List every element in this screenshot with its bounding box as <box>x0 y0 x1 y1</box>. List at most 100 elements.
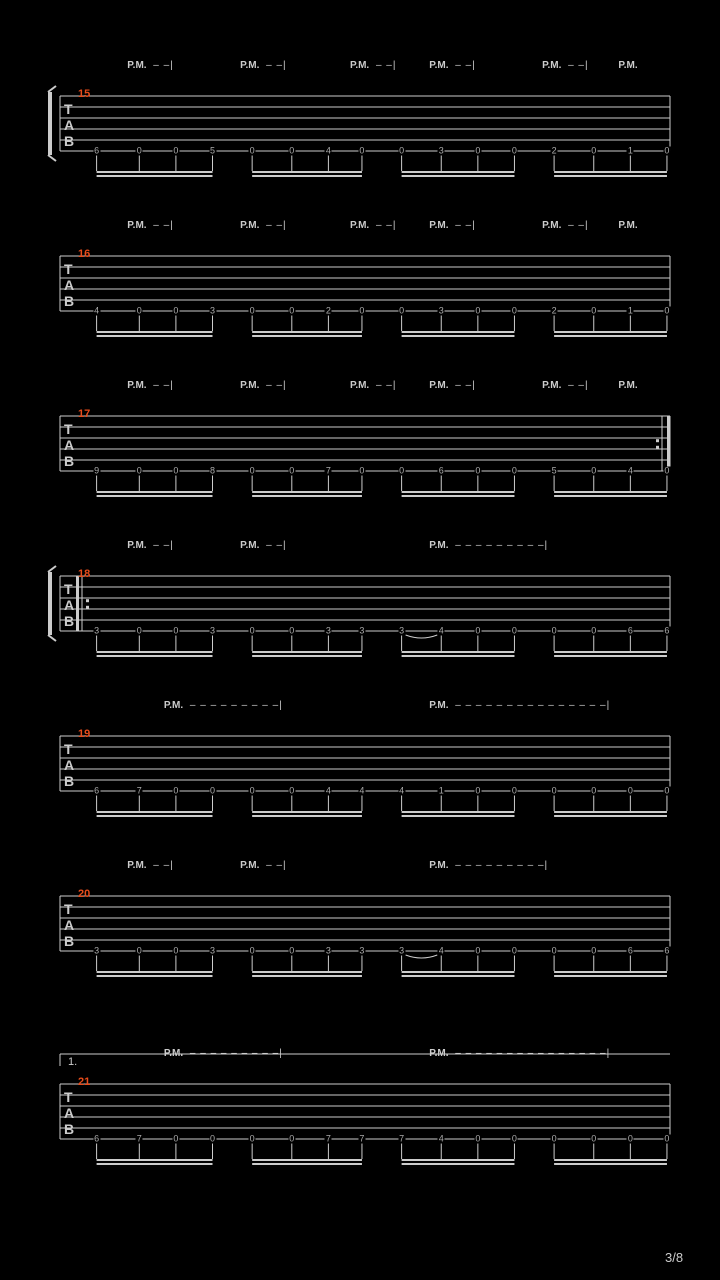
fret-number: 0 <box>590 1135 597 1144</box>
fret-number: 0 <box>511 147 518 156</box>
fret-number: 8 <box>209 467 216 476</box>
fret-number: 0 <box>172 627 179 636</box>
palm-mute-dash: – –| <box>153 860 174 871</box>
measure-number: 17 <box>78 408 90 420</box>
palm-mute-label: P.M. <box>164 1048 183 1059</box>
fret-number: 3 <box>325 627 332 636</box>
fret-number: 7 <box>136 1135 143 1144</box>
measure-number: 15 <box>78 88 90 100</box>
palm-mute-label: P.M. <box>127 380 146 391</box>
fret-number: 3 <box>358 627 365 636</box>
fret-number: 0 <box>249 787 256 796</box>
fret-number: 7 <box>325 467 332 476</box>
palm-mute-label: P.M. <box>240 220 259 231</box>
fret-number: 4 <box>93 307 100 316</box>
fret-number: 9 <box>93 467 100 476</box>
fret-number: 0 <box>136 947 143 956</box>
palm-mute-label: P.M. <box>350 220 369 231</box>
fret-number: 0 <box>209 1135 216 1144</box>
palm-mute-label: P.M. <box>127 860 146 871</box>
fret-number: 0 <box>474 787 481 796</box>
fret-number: 0 <box>288 467 295 476</box>
fret-number: 0 <box>209 787 216 796</box>
tab-clef-letter: B <box>64 614 74 628</box>
fret-number: 3 <box>209 627 216 636</box>
palm-mute-label: P.M. <box>164 700 183 711</box>
measure-number: 20 <box>78 888 90 900</box>
fret-number: 7 <box>325 1135 332 1144</box>
fret-number: 0 <box>511 947 518 956</box>
fret-number: 4 <box>398 787 405 796</box>
fret-number: 0 <box>172 1135 179 1144</box>
fret-number: 6 <box>438 467 445 476</box>
palm-mute-dash: – –| <box>568 380 589 391</box>
tab-page: TAB15P.M.– –|P.M.– –|P.M.– –|P.M.– –|P.M… <box>0 0 720 1280</box>
fret-number: 0 <box>172 787 179 796</box>
fret-number: 4 <box>438 627 445 636</box>
palm-mute-label: P.M. <box>240 540 259 551</box>
measure-number: 19 <box>78 728 90 740</box>
fret-number: 0 <box>249 307 256 316</box>
fret-number: 5 <box>551 467 558 476</box>
tab-clef-letter: T <box>64 1090 73 1104</box>
fret-number: 0 <box>288 787 295 796</box>
fret-number: 0 <box>590 947 597 956</box>
fret-number: 0 <box>288 627 295 636</box>
palm-mute-dash: – –| <box>376 60 397 71</box>
fret-number: 0 <box>249 1135 256 1144</box>
fret-number: 5 <box>209 147 216 156</box>
palm-mute-dash: – –| <box>266 60 287 71</box>
fret-number: 1 <box>627 307 634 316</box>
fret-number: 6 <box>663 947 670 956</box>
fret-number: 6 <box>663 627 670 636</box>
tab-clef-letter: B <box>64 934 74 948</box>
fret-number: 0 <box>136 147 143 156</box>
tab-clef-letter: B <box>64 134 74 148</box>
palm-mute-dash: – –| <box>568 220 589 231</box>
palm-mute-label: P.M. <box>429 700 448 711</box>
page-number: 3/8 <box>665 1250 683 1265</box>
palm-mute-dash: – – – – – – – – –| <box>455 860 548 871</box>
fret-number: 0 <box>590 787 597 796</box>
fret-number: 6 <box>93 1135 100 1144</box>
palm-mute-label: P.M. <box>618 220 637 231</box>
fret-number: 0 <box>551 627 558 636</box>
palm-mute-label: P.M. <box>542 380 561 391</box>
fret-number: 0 <box>172 307 179 316</box>
palm-mute-dash: – – – – – – – – –| <box>190 700 283 711</box>
fret-number: 0 <box>590 467 597 476</box>
volta-label: 1. <box>68 1056 77 1068</box>
palm-mute-label: P.M. <box>350 380 369 391</box>
palm-mute-dash: – –| <box>568 60 589 71</box>
palm-mute-dash: – –| <box>153 220 174 231</box>
palm-mute-label: P.M. <box>127 540 146 551</box>
fret-number: 0 <box>511 307 518 316</box>
fret-number: 0 <box>288 947 295 956</box>
fret-number: 0 <box>136 307 143 316</box>
fret-number: 4 <box>438 947 445 956</box>
measure-number: 16 <box>78 248 90 260</box>
fret-number: 6 <box>93 147 100 156</box>
fret-number: 0 <box>136 627 143 636</box>
palm-mute-dash: – – – – – – – – –| <box>455 540 548 551</box>
fret-number: 0 <box>172 947 179 956</box>
tab-clef-letter: B <box>64 1122 74 1136</box>
tab-clef-letter: A <box>64 438 74 452</box>
fret-number: 0 <box>249 147 256 156</box>
fret-number: 4 <box>627 467 634 476</box>
tab-clef-letter: A <box>64 118 74 132</box>
fret-number: 2 <box>551 147 558 156</box>
fret-number: 0 <box>511 627 518 636</box>
fret-number: 0 <box>627 1135 634 1144</box>
fret-number: 0 <box>474 1135 481 1144</box>
fret-number: 0 <box>663 307 670 316</box>
palm-mute-label: P.M. <box>350 60 369 71</box>
fret-number: 0 <box>288 1135 295 1144</box>
fret-number: 0 <box>398 307 405 316</box>
fret-number: 0 <box>590 307 597 316</box>
palm-mute-label: P.M. <box>240 60 259 71</box>
fret-number: 0 <box>474 307 481 316</box>
fret-number: 3 <box>398 627 405 636</box>
fret-number: 0 <box>663 1135 670 1144</box>
fret-number: 3 <box>438 147 445 156</box>
